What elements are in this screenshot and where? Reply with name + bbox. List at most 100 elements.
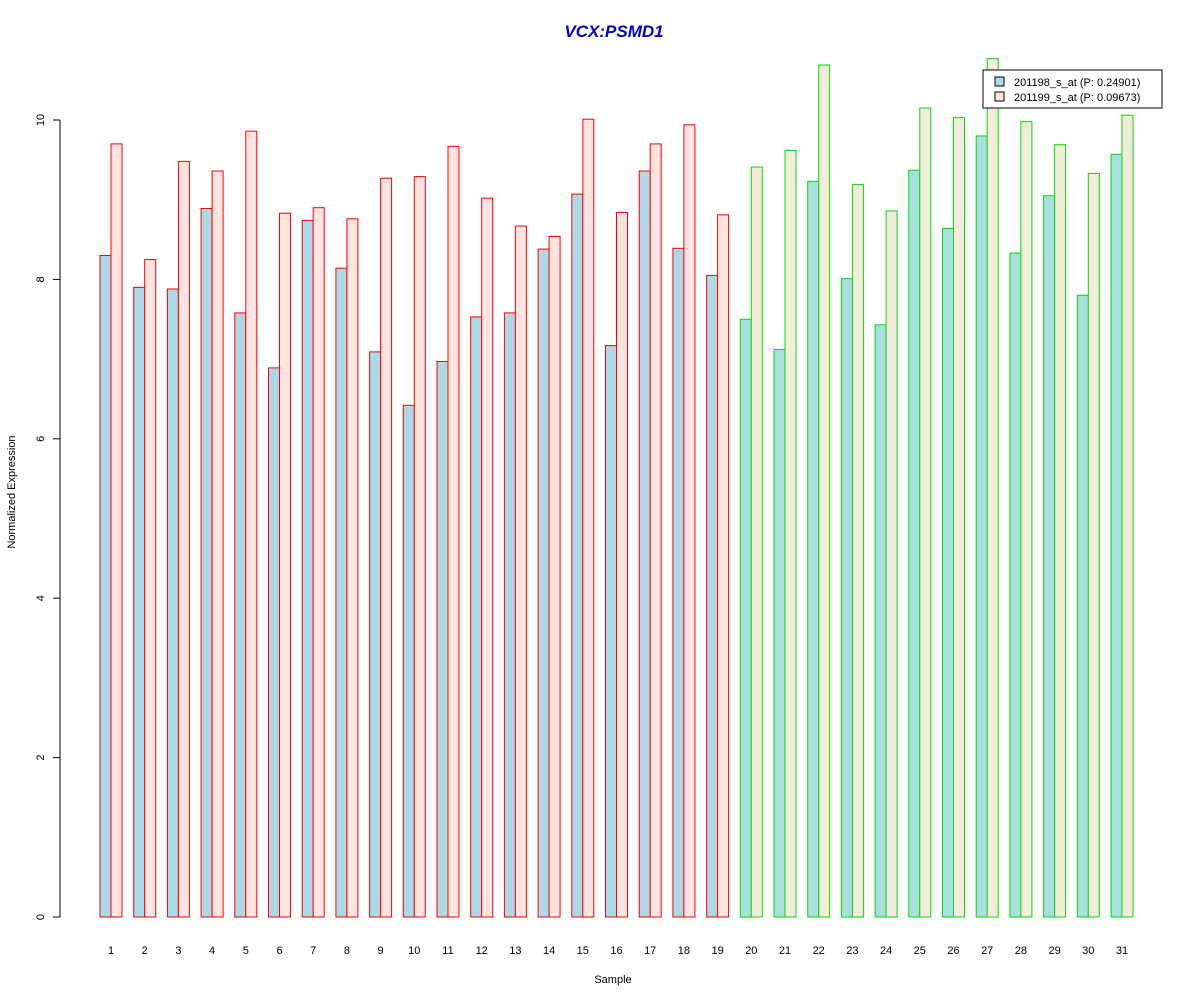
y-tick-label: 10 [35,114,47,126]
y-tick-label: 0 [35,914,47,920]
bar-sample-14-series-2 [548,235,561,918]
bar-sample-7-series-1 [301,219,314,918]
bar-sample-23-series-1 [840,278,853,918]
x-tick-label: 15 [577,945,589,957]
bar-sample-22-series-1 [807,180,820,918]
bar-sample-18-series-2 [683,124,696,918]
bar-sample-19-series-1 [706,274,719,918]
x-tick-label: 27 [981,945,993,957]
bar-sample-31-series-1 [1110,153,1123,918]
x-tick-label: 31 [1116,945,1128,957]
bar-sample-19-series-2 [717,214,730,918]
bar-sample-24-series-1 [874,324,887,918]
x-axis-tick-labels: 1 2 3 4 5 6 7 8 9 10 11 12 13 14 15 16 17 18 19 20 21 22 23 24 2… [108,945,1128,957]
bar-sample-29-series-1 [1043,195,1056,918]
bar-sample-9-series-1 [369,351,382,918]
bar-sample-22-series-2 [818,64,831,918]
y-tick-label: 8 [35,276,47,282]
bar-sample-25-series-1 [908,169,921,918]
bar-sample-10-series-1 [402,404,415,918]
x-tick-label: 30 [1082,945,1094,957]
bars-layer [99,58,1134,918]
legend-box [982,69,1163,109]
bar-sample-26-series-2 [953,117,965,918]
y-tick-label: 4 [35,595,47,601]
x-tick-label: 6 [276,945,282,957]
x-tick-label: 9 [378,945,384,957]
bar-sample-16-series-1 [605,345,617,918]
bar-sample-23-series-2 [851,184,864,918]
bar-sample-13-series-1 [503,312,516,918]
x-tick-label: 5 [243,945,249,957]
bar-sample-8-series-2 [346,218,359,918]
bar-sample-21-series-1 [773,349,786,918]
x-axis-title: Sample [594,974,631,986]
x-tick-label: 4 [209,945,215,957]
bar-sample-5-series-2 [245,130,258,918]
bar-sample-11-series-2 [447,145,460,918]
bar-sample-3-series-2 [177,160,190,918]
x-tick-label: 14 [543,945,555,957]
bar-sample-7-series-2 [312,207,325,918]
chart-title: VCX:PSMD1 [564,22,663,41]
y-axis-title: Normalized Expression [6,435,18,548]
bar-sample-15-series-1 [571,193,584,918]
x-tick-label: 18 [678,945,690,957]
x-tick-label: 26 [947,945,959,957]
bar-sample-24-series-2 [885,210,898,918]
x-tick-label: 24 [880,945,892,957]
bar-sample-4-series-2 [211,170,224,918]
bar-sample-11-series-1 [436,361,449,918]
bar-sample-9-series-2 [380,177,393,918]
bar-sample-29-series-2 [1054,144,1067,918]
x-tick-label: 22 [813,945,825,957]
bar-sample-28-series-1 [1009,252,1022,918]
x-tick-label: 19 [711,945,723,957]
x-tick-label: 12 [476,945,488,957]
y-tick-label: 6 [35,436,47,442]
y-axis: 0 2 4 6 8 10 [35,114,61,920]
x-tick-label: 29 [1048,945,1060,957]
bar-sample-17-series-2 [649,143,662,918]
bar-sample-13-series-2 [514,225,527,918]
legend-label-series-1: 201198_s_at (P: 0.24901) [1014,77,1140,89]
bar-sample-1-series-1 [99,255,112,918]
bar-sample-16-series-2 [616,212,628,918]
y-tick-label: 2 [35,755,47,761]
bar-sample-21-series-2 [784,149,797,918]
x-tick-label: 1 [108,945,114,957]
bar-sample-25-series-2 [919,107,932,918]
bar-sample-10-series-2 [413,176,426,918]
x-tick-label: 8 [344,945,350,957]
bar-sample-17-series-1 [638,170,651,918]
x-tick-label: 16 [610,945,622,957]
bar-sample-2-series-1 [133,286,146,918]
x-tick-label: 17 [644,945,656,957]
x-tick-label: 28 [1015,945,1027,957]
bar-sample-6-series-1 [268,367,280,918]
x-tick-label: 23 [846,945,858,957]
bar-sample-5-series-1 [234,312,247,918]
bar-sample-12-series-1 [470,316,483,918]
bar-sample-30-series-1 [1076,294,1089,918]
legend: 201198_s_at (P: 0.24901) 201199_s_at (P:… [982,69,1163,109]
bar-sample-4-series-1 [200,208,213,918]
bar-sample-26-series-1 [942,227,954,918]
bar-sample-15-series-2 [582,118,595,918]
x-tick-label: 21 [779,945,791,957]
x-tick-label: 13 [509,945,521,957]
bar-sample-20-series-1 [739,318,752,918]
bar-sample-28-series-2 [1020,121,1033,918]
bar-sample-6-series-2 [279,212,291,918]
bar-sample-14-series-1 [537,248,550,918]
legend-label-series-2: 201199_s_at (P: 0.09673) [1014,92,1140,104]
bar-sample-1-series-2 [110,143,123,918]
x-tick-label: 11 [442,945,453,957]
bar-sample-12-series-2 [481,197,494,918]
legend-swatch-series-1 [994,76,1005,87]
x-tick-label: 25 [914,945,926,957]
bar-sample-8-series-1 [335,267,348,918]
x-tick-label: 7 [310,945,316,957]
legend-swatch-series-2 [994,91,1005,102]
